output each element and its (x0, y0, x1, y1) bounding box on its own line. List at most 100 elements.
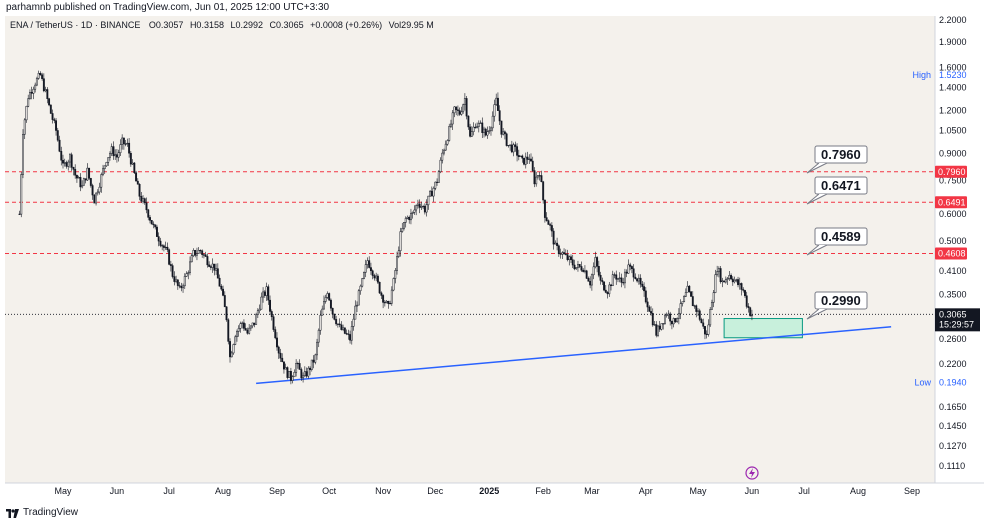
candle-body (30, 91, 33, 94)
lightning-icon[interactable] (745, 466, 759, 480)
candle-body (350, 326, 353, 341)
candle-body (641, 283, 644, 287)
candle (730, 273, 733, 281)
candle-body (540, 175, 543, 183)
candle-body (152, 223, 155, 226)
candle-body (429, 190, 432, 197)
candle-body (204, 254, 207, 257)
candle (684, 288, 687, 297)
candle (545, 212, 548, 222)
candle (74, 164, 77, 179)
candle (46, 87, 49, 104)
candle-body (750, 314, 753, 317)
candle (192, 248, 195, 258)
time-tick-0: May (54, 486, 72, 496)
candle (89, 177, 92, 188)
candle (604, 284, 607, 294)
candle-body (100, 174, 103, 188)
candle-body (345, 333, 348, 335)
candle (109, 151, 111, 161)
tradingview-logo[interactable]: TradingView (6, 503, 78, 523)
candle-body (735, 279, 738, 281)
candle (639, 274, 642, 288)
candle-body (493, 104, 496, 117)
candle (166, 242, 169, 253)
candle-body (688, 285, 691, 292)
candle-body (648, 306, 651, 312)
candle-body (655, 324, 658, 336)
price-tick-7: 0.7500 (939, 176, 967, 186)
candle-body (263, 291, 266, 296)
candle-body (25, 106, 28, 121)
candle-body (394, 270, 397, 279)
candle-body (211, 263, 214, 268)
candle (665, 312, 668, 318)
low-marker-value: 0.1940 (939, 378, 967, 388)
candle-body (241, 322, 244, 324)
candle (183, 273, 186, 290)
candle-body (49, 104, 52, 114)
candle (103, 165, 106, 175)
candle (519, 155, 522, 158)
candle (476, 122, 479, 129)
candle (608, 281, 611, 297)
price-chart[interactable]: 0.7960 0.6471 0.4589 0.2990 2.2000 1.9000 1.6… (0, 0, 984, 500)
candle (356, 301, 358, 313)
candle-body (216, 268, 219, 279)
candle-body (72, 167, 75, 170)
candle-body (380, 292, 383, 296)
candle (577, 260, 579, 272)
candle-body (427, 195, 430, 206)
candle (500, 120, 503, 138)
candle-body (302, 375, 305, 379)
candle-body (333, 313, 336, 320)
candle-body (197, 250, 200, 254)
candle (514, 141, 517, 152)
candle (385, 299, 388, 304)
footer-bar: TradingView (0, 500, 984, 520)
candle (121, 134, 124, 150)
candle-body (237, 328, 240, 332)
candle-body (282, 361, 285, 370)
candle (655, 321, 658, 338)
candle-body (272, 316, 275, 330)
candle-body (276, 337, 278, 348)
candle-body (51, 113, 54, 120)
candle-body (162, 245, 165, 248)
callout-pointer-3 (806, 308, 828, 320)
candle (20, 171, 23, 218)
candle-body (519, 155, 522, 158)
candle-body (509, 144, 512, 146)
candle-body (728, 275, 731, 279)
candle (140, 191, 143, 204)
candle (674, 318, 677, 323)
candle-body (463, 98, 466, 105)
candle (28, 89, 31, 100)
candle (540, 170, 543, 183)
candle (436, 178, 438, 186)
price-tick-19: 0.1110 (939, 461, 965, 471)
candle-body (700, 319, 703, 324)
candle (215, 263, 218, 275)
candle (237, 325, 240, 337)
candle-body (618, 277, 621, 279)
candle-body (498, 110, 501, 122)
candle-body (93, 194, 96, 204)
candle-body (563, 252, 565, 255)
candle (196, 247, 198, 261)
candle (437, 170, 440, 183)
candle-body (686, 285, 689, 293)
candle-body (129, 152, 132, 165)
candle-body (512, 144, 515, 153)
candle-body (399, 231, 402, 251)
candle-body (366, 260, 369, 265)
candle (700, 317, 703, 324)
time-tick-14: Jul (798, 486, 810, 496)
candle-body (201, 250, 204, 255)
candle-body (604, 289, 607, 293)
candle-body (455, 106, 458, 111)
candle (258, 304, 261, 314)
time-tick-13: Jun (745, 486, 760, 496)
candle-body (415, 205, 418, 211)
candle (521, 154, 524, 163)
